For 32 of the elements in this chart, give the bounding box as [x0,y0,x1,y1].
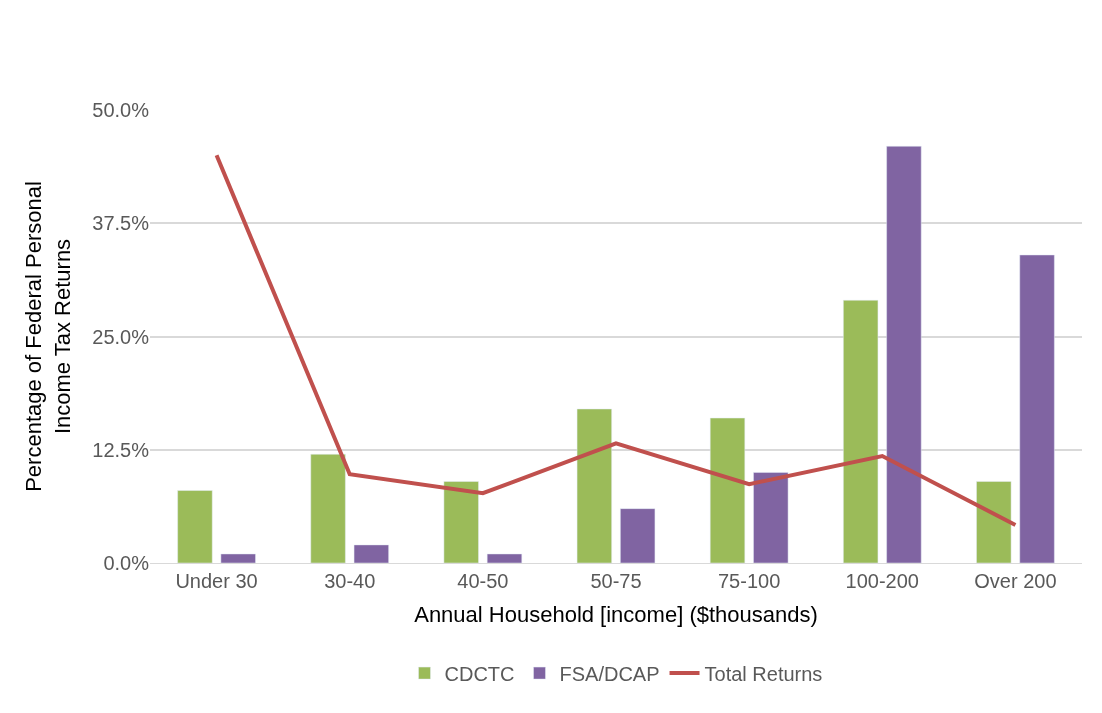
x-tick-label: Under 30 [175,570,258,592]
y-tick-label: 12.5% [92,438,150,461]
bar [486,553,523,563]
line-series [214,153,1018,527]
bar [709,417,746,563]
x-axis-title: Annual Household [income] ($thousands) [414,601,818,627]
y-tick-label: 0.0% [103,552,150,574]
x-tick-label: 30-40 [324,570,376,592]
bar [353,544,389,563]
bar [576,408,612,563]
bar [620,508,656,563]
legend-label: Total Returns [704,662,823,685]
x-tick-label: 100-200 [845,570,919,592]
bar [177,490,213,563]
x-tick-label: 75-100 [718,570,781,592]
y-axis-title: Percentage of Federal Personal Income Tax Returns [21,181,76,492]
bar [886,145,922,563]
bar [310,454,346,563]
y-tick-label: 25.0% [92,325,150,348]
bar [1019,254,1055,563]
y-tick-label: 50.0% [92,99,150,121]
bar [976,481,1012,563]
bar [753,472,789,563]
legend-label: CDCTC [444,662,515,685]
legend-label: FSA/DCAP [559,662,660,685]
bar [843,300,879,563]
x-tick-label: 40-50 [457,570,509,592]
x-tick-label: 50-75 [590,570,642,592]
y-tick-label: 37.5% [92,212,150,235]
bar [443,481,479,563]
bar [220,553,256,563]
x-tick-label: Over 200 [974,570,1057,592]
